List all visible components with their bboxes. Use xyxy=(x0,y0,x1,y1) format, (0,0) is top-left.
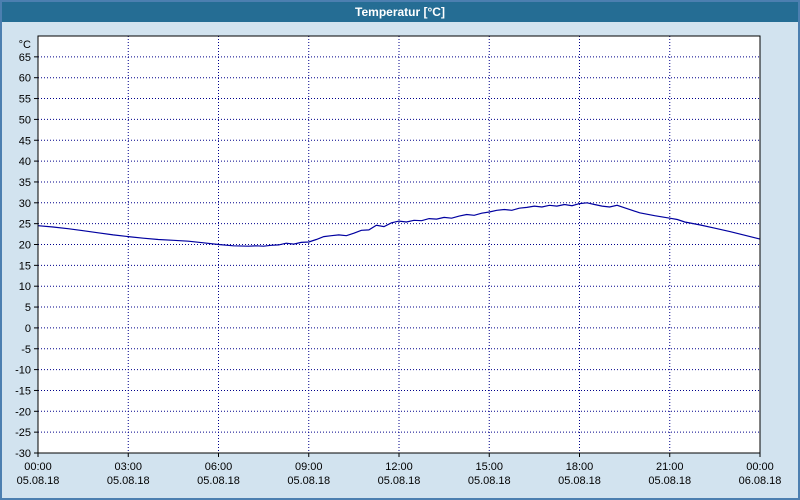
vertical-gridlines xyxy=(127,36,671,453)
svg-text:05.08.18: 05.08.18 xyxy=(558,475,601,487)
svg-text:05.08.18: 05.08.18 xyxy=(378,475,421,487)
svg-text:05.08.18: 05.08.18 xyxy=(197,475,240,487)
window-title-bar[interactable]: Temperatur [°C] xyxy=(2,2,798,22)
chart-area: 65 60 55 50 45 40 35 30 25 20 15 10 5 0 -5 -10 -15 -20 -25… xyxy=(2,22,798,498)
svg-text:-5: -5 xyxy=(21,344,31,356)
svg-text:60: 60 xyxy=(19,73,31,85)
y-axis-unit-label: °C xyxy=(19,39,31,51)
x-axis-labels: 00:00 05.08.18 03:00 05.08.18 06:00 05.08.18 0… xyxy=(17,453,782,487)
svg-text:-15: -15 xyxy=(15,385,31,397)
temperature-line xyxy=(37,202,761,247)
svg-text:21:00: 21:00 xyxy=(656,461,684,473)
svg-text:10: 10 xyxy=(19,281,31,293)
svg-text:05.08.18: 05.08.18 xyxy=(468,475,511,487)
svg-text:15: 15 xyxy=(19,260,31,272)
temperature-chart[interactable]: 65605550454035302520151050-5-10-15-20-25… xyxy=(2,22,798,498)
svg-text:06:00: 06:00 xyxy=(205,461,233,473)
svg-text:00:00: 00:00 xyxy=(746,461,774,473)
window-title: Temperatur [°C] xyxy=(355,5,445,19)
svg-text:03:00: 03:00 xyxy=(114,461,142,473)
svg-text:15:00: 15:00 xyxy=(475,461,503,473)
svg-text:00:00: 00:00 xyxy=(24,461,52,473)
svg-text:05.08.18: 05.08.18 xyxy=(648,475,691,487)
y-axis-labels: 65605550454035302520151050-5-10-15-20-25… xyxy=(15,52,38,460)
svg-text:05.08.18: 05.08.18 xyxy=(17,475,60,487)
svg-text:-10: -10 xyxy=(15,365,31,377)
svg-text:45: 45 xyxy=(19,135,31,147)
svg-text:06.08.18: 06.08.18 xyxy=(739,475,782,487)
svg-text:50: 50 xyxy=(19,114,31,126)
svg-text:05.08.18: 05.08.18 xyxy=(107,475,150,487)
svg-text:-25: -25 xyxy=(15,427,31,439)
svg-text:20: 20 xyxy=(19,240,31,252)
svg-text:09:00: 09:00 xyxy=(295,461,323,473)
svg-text:05.08.18: 05.08.18 xyxy=(287,475,330,487)
svg-text:0: 0 xyxy=(25,323,31,335)
svg-text:25: 25 xyxy=(19,219,31,231)
svg-text:-30: -30 xyxy=(15,448,31,460)
svg-text:40: 40 xyxy=(19,156,31,168)
svg-text:5: 5 xyxy=(25,302,31,314)
svg-text:-20: -20 xyxy=(15,406,31,418)
svg-text:12:00: 12:00 xyxy=(385,461,413,473)
svg-text:35: 35 xyxy=(19,177,31,189)
svg-text:30: 30 xyxy=(19,198,31,210)
svg-text:55: 55 xyxy=(19,94,31,106)
svg-text:18:00: 18:00 xyxy=(566,461,594,473)
svg-text:65: 65 xyxy=(19,52,31,64)
